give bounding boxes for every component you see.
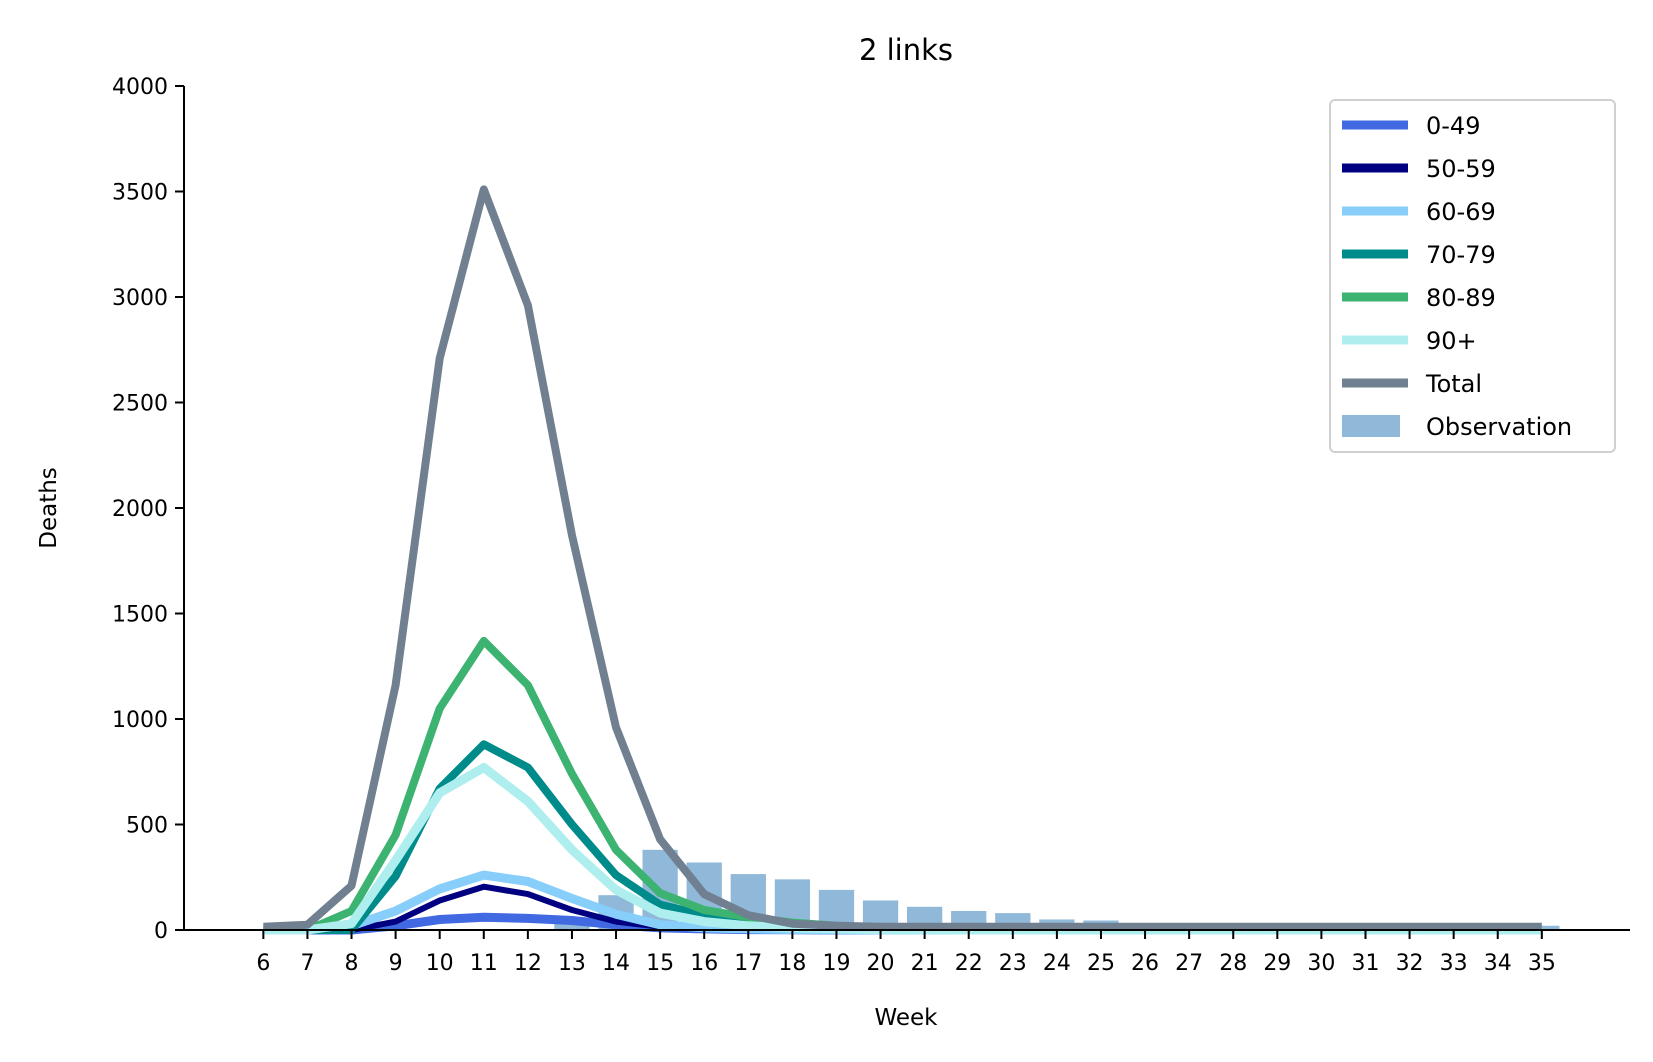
y-tick-label: 4000	[112, 75, 168, 100]
x-tick-label: 19	[822, 951, 850, 976]
y-tick-label: 500	[126, 814, 168, 839]
y-tick-label: 1500	[112, 603, 168, 628]
x-tick-label: 24	[1043, 951, 1071, 976]
x-tick-label: 13	[558, 951, 586, 976]
legend-label-80-89: 80-89	[1426, 284, 1496, 312]
y-tick-label: 2000	[112, 497, 168, 522]
x-axis-title: Week	[874, 1005, 938, 1031]
x-tick-label: 21	[911, 951, 939, 976]
x-tick-label: 8	[345, 951, 359, 976]
y-tick-label: 2500	[112, 392, 168, 417]
legend-label-0-49: 0-49	[1426, 112, 1480, 140]
x-tick-label: 27	[1175, 951, 1203, 976]
y-tick-label: 0	[154, 919, 168, 944]
x-tick-label: 18	[778, 951, 806, 976]
x-tick-label: 32	[1396, 951, 1424, 976]
x-tick-label: 9	[389, 951, 403, 976]
x-tick-label: 31	[1351, 951, 1379, 976]
y-tick-label: 3000	[112, 286, 168, 311]
legend-label-70-79: 70-79	[1426, 241, 1496, 269]
x-tick-label: 14	[602, 951, 630, 976]
y-ticks: 0 500 1000 1500 2000 2500 3000 3500 4000	[112, 75, 184, 944]
x-tick-label: 10	[426, 951, 454, 976]
series-line-total	[263, 185, 1542, 931]
legend-label-60-69: 60-69	[1426, 198, 1496, 226]
y-tick-label: 1000	[112, 708, 168, 733]
y-tick-label: 3500	[112, 181, 168, 206]
series-line-90-	[263, 763, 1542, 935]
x-tick-label: 26	[1131, 951, 1159, 976]
x-tick-label: 23	[999, 951, 1027, 976]
x-tick-label: 11	[470, 951, 498, 976]
x-tick-label: 12	[514, 951, 542, 976]
series-line-70-79	[263, 740, 1542, 934]
y-axis-title: Deaths	[36, 467, 62, 549]
x-tick-label: 25	[1087, 951, 1115, 976]
x-tick-label: 22	[955, 951, 983, 976]
x-tick-label: 20	[867, 951, 895, 976]
x-tick-label: 28	[1219, 951, 1247, 976]
legend: 0-49 50-59 60-69 70-79 80-89 90+ Total Observat…	[1329, 99, 1616, 453]
x-ticks: 6 7 8 9 10 11 12 13 14 15 16 17 18 19 20 21 22 23 24 25 26 27…	[256, 930, 1556, 976]
x-tick-label: 7	[300, 951, 314, 976]
legend-label-total: Total	[1425, 370, 1482, 398]
legend-label-observation: Observation	[1426, 413, 1572, 441]
x-tick-label: 34	[1484, 951, 1512, 976]
observation-bar	[1524, 925, 1560, 930]
legend-label-90-: 90+	[1426, 327, 1477, 355]
chart-title: 2 links	[859, 33, 953, 67]
legend-frame	[1329, 99, 1616, 453]
legend-label-50-59: 50-59	[1426, 155, 1496, 183]
legend-swatch-observation	[1342, 415, 1400, 437]
x-tick-label: 35	[1528, 951, 1556, 976]
x-tick-label: 29	[1263, 951, 1291, 976]
x-tick-label: 6	[256, 951, 270, 976]
x-tick-label: 16	[690, 951, 718, 976]
x-tick-label: 17	[734, 951, 762, 976]
x-tick-label: 15	[646, 951, 674, 976]
x-tick-label: 30	[1307, 951, 1335, 976]
x-tick-label: 33	[1440, 951, 1468, 976]
